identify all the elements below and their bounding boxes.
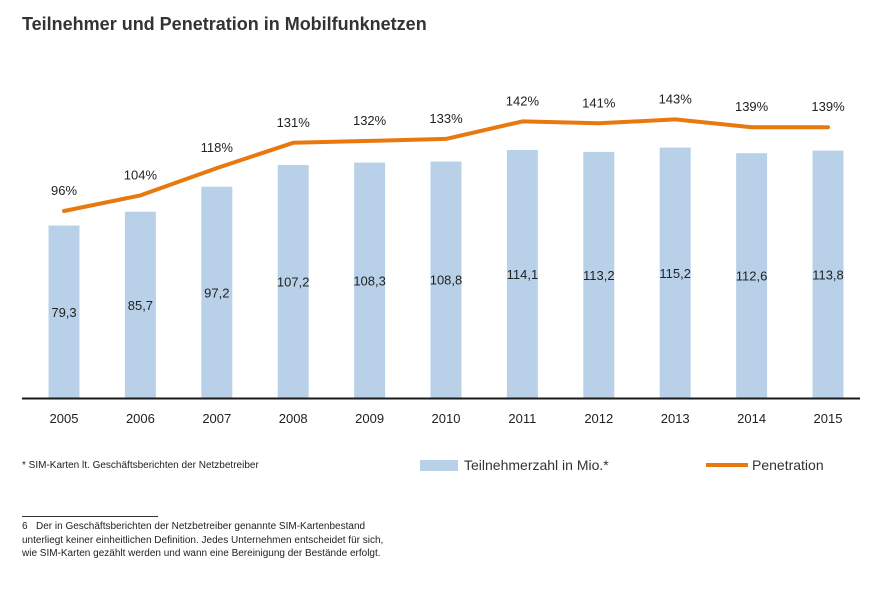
footnote-line-1: 6 Der in Geschäftsberichten der Netzbetre… <box>22 520 383 534</box>
penetration-point-2012 <box>597 121 601 125</box>
bar-value-label-2011: 114,1 <box>507 267 539 282</box>
legend-item-subscribers: Teilnehmerzahl in Mio.* <box>420 457 609 473</box>
x-tick-label-2009: 2009 <box>355 411 384 426</box>
footnote-line-2: unterliegt keiner einheitlichen Definiti… <box>22 534 384 546</box>
bar-value-label-2015: 113,8 <box>812 267 844 282</box>
penetration-label-2010: 133% <box>429 111 463 126</box>
bar-value-label-2012: 113,2 <box>583 268 615 283</box>
penetration-point-2015 <box>826 125 830 129</box>
bar-value-label-2008: 107,2 <box>277 275 310 290</box>
x-tick-label-2005: 2005 <box>50 411 79 426</box>
penetration-point-2010 <box>444 137 448 141</box>
bars-group: 79,3 85,7 97,2 107,2 108,3 108,8 114,1 113,2 115… <box>48 147 844 398</box>
penetration-point-2011 <box>520 119 524 123</box>
bar-value-label-2005: 79,3 <box>51 305 76 320</box>
penetration-point-2008 <box>291 141 295 145</box>
bar-value-label-2010: 108,8 <box>430 273 463 288</box>
penetration-label-2009: 132% <box>353 113 387 128</box>
legend-swatch-penetration <box>706 463 748 467</box>
penetration-label-2015: 139% <box>811 99 845 114</box>
penetration-point-2009 <box>368 139 372 143</box>
footnote: 6 Der in Geschäftsberichten der Netzbetre… <box>22 520 383 561</box>
x-tick-label-2014: 2014 <box>737 411 766 426</box>
bar-2005 <box>48 225 80 398</box>
legend-item-penetration: Penetration <box>706 457 824 473</box>
x-tick-label-2008: 2008 <box>279 411 308 426</box>
x-tick-label-2013: 2013 <box>661 411 690 426</box>
x-tick-label-2015: 2015 <box>814 411 843 426</box>
bar-2015 <box>812 150 844 398</box>
footnote-text-1: Der in Geschäftsberichten der Netzbetrei… <box>36 521 366 532</box>
bar-value-label-2007: 97,2 <box>204 285 229 300</box>
chart-title: Teilnehmer und Penetration in Mobilfunkn… <box>22 14 427 34</box>
bar-2014 <box>736 153 768 398</box>
penetration-point-2007 <box>215 166 219 170</box>
bar-2013 <box>659 147 691 398</box>
bar-2007 <box>201 186 233 398</box>
penetration-label-2012: 141% <box>582 95 616 110</box>
penetration-point-2013 <box>673 117 677 121</box>
x-tick-label-2007: 2007 <box>202 411 231 426</box>
penetration-point-2005 <box>62 209 66 213</box>
penetration-label-2008: 131% <box>277 115 311 130</box>
legend-swatch-subscribers <box>420 459 458 471</box>
bar-value-label-2014: 112,6 <box>736 269 768 284</box>
bar-value-label-2009: 108,3 <box>353 273 386 288</box>
footnote-line-3: wie SIM-Karten gezählt werden und wann e… <box>22 548 381 559</box>
penetration-label-2007: 118% <box>201 140 234 155</box>
chart: 79,3 85,7 97,2 107,2 108,3 108,8 114,1 113,2 115… <box>22 91 860 426</box>
footnote-divider <box>22 516 158 517</box>
x-tick-label-2010: 2010 <box>432 411 461 426</box>
bar-value-label-2006: 85,7 <box>128 298 153 313</box>
bar-2012 <box>583 151 615 398</box>
legend-label-subscribers: Teilnehmerzahl in Mio.* <box>464 457 609 473</box>
x-tick-labels: 2005 2006 2007 2008 2009 2010 2011 2012 2013 2014… <box>50 411 843 426</box>
bar-value-label-2013: 115,2 <box>659 266 691 281</box>
bar-2011 <box>506 150 538 398</box>
source-note: * SIM-Karten lt. Geschäftsberichten der … <box>22 460 259 471</box>
bar-2010 <box>430 161 462 398</box>
footnote-number: 6 <box>22 521 28 532</box>
bar-2006 <box>124 211 156 398</box>
penetration-label-2011: 142% <box>506 93 540 108</box>
penetration-label-2006: 104% <box>124 167 158 182</box>
penetration-label-2013: 143% <box>659 91 693 106</box>
x-tick-label-2012: 2012 <box>584 411 613 426</box>
x-tick-label-2006: 2006 <box>126 411 155 426</box>
penetration-point-2014 <box>750 125 754 129</box>
penetration-label-2005: 96% <box>51 183 77 198</box>
penetration-label-2014: 139% <box>735 99 769 114</box>
bar-2008 <box>277 165 309 398</box>
legend-label-penetration: Penetration <box>752 457 824 473</box>
penetration-point-2006 <box>138 193 142 197</box>
x-tick-label-2011: 2011 <box>508 411 536 426</box>
penetration-line-group: 96% 104% 118% 131% 132% 133% 142% 141% 143% 139% 1… <box>51 91 845 213</box>
bar-2009 <box>354 162 386 398</box>
